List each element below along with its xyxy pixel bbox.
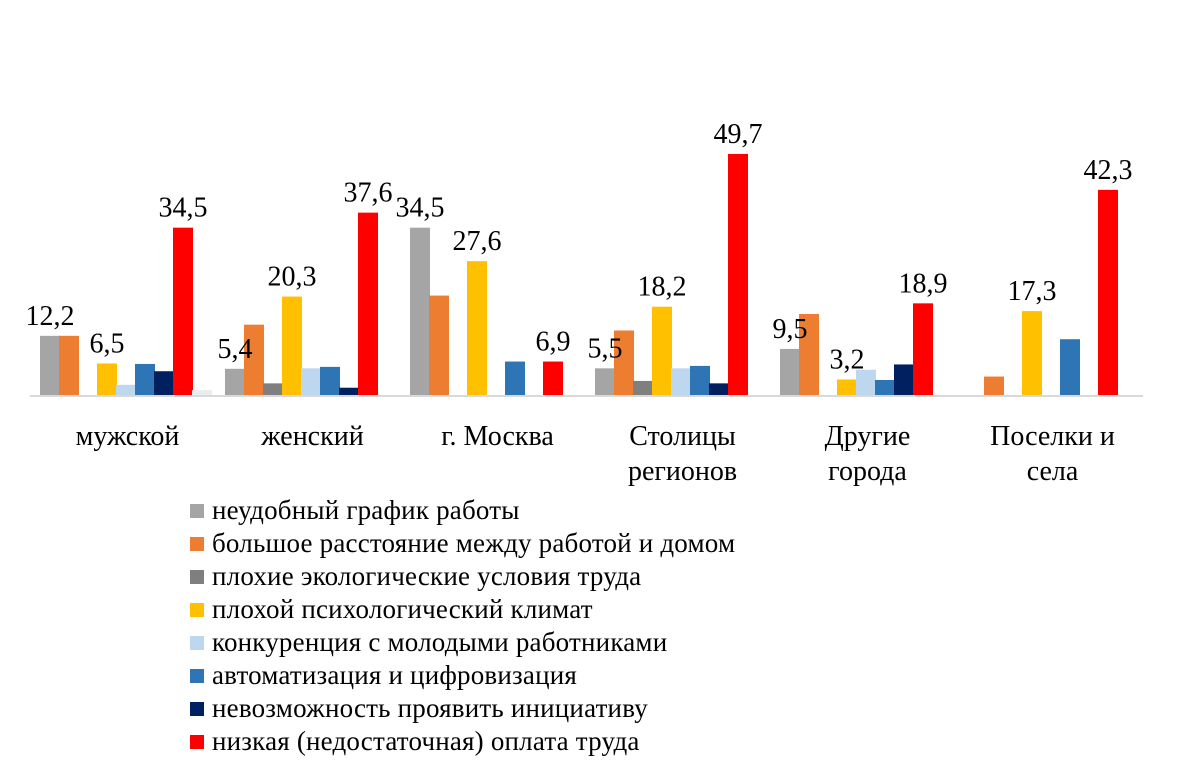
legend-swatch (190, 635, 204, 650)
category-label-line: Поселки и (990, 421, 1115, 452)
bar-3-0 (595, 368, 615, 395)
data-label-6: 34,5 (396, 193, 445, 224)
bar-0-1 (59, 335, 79, 395)
legend-swatch (190, 503, 204, 518)
bar-0-6 (154, 371, 174, 395)
category-label-2: г. Москва (441, 421, 554, 452)
bar-4-0 (780, 348, 800, 395)
data-label-7: 27,6 (453, 226, 502, 257)
data-label-0: 12,2 (26, 301, 75, 332)
data-label-12: 9,5 (773, 314, 808, 345)
data-label-13: 3,2 (830, 344, 865, 375)
data-label-11: 49,7 (714, 119, 763, 150)
category-label-line: города (828, 456, 907, 487)
bar-1-5 (320, 366, 340, 395)
bar-5-1 (984, 376, 1004, 395)
bar-1-7 (358, 212, 378, 395)
legend-item: большое расстояние между работой и домом (190, 527, 1090, 560)
bar-5-5 (1060, 339, 1080, 395)
bar-1-3 (282, 296, 302, 395)
bar-4-3 (837, 379, 857, 395)
category-label-3: Столицы регионов (628, 421, 737, 487)
category-label-line: мужской (76, 421, 180, 452)
bar-2-7 (543, 361, 563, 395)
data-label-14: 18,9 (899, 268, 948, 299)
legend-label: неудобный график работы (212, 495, 520, 525)
legend-item: низкая (недостаточная) оплата труда (190, 725, 1090, 758)
data-label-3: 5,4 (218, 334, 253, 365)
bar-1-4 (301, 368, 321, 395)
data-label-16: 42,3 (1084, 155, 1133, 186)
legend-item: плохие экологические условия труда (190, 560, 1090, 593)
bar-2-3 (467, 261, 487, 395)
legend-label: плохой психологический климат (212, 594, 593, 624)
data-label-5: 37,6 (344, 178, 393, 209)
legend-item: невозможность проявить инициативу (190, 692, 1090, 725)
legend: неудобный график работы большое расстояни… (190, 494, 1090, 758)
bar-4-1 (799, 314, 819, 395)
category-label-1: женский (260, 421, 363, 452)
bar-3-5 (690, 365, 710, 395)
bar-extra-0 (192, 390, 212, 395)
data-label-4: 20,3 (268, 262, 317, 293)
legend-swatch (190, 734, 204, 749)
category-label-line: Столицы (629, 421, 736, 452)
legend-label: низкая (недостаточная) оплата труда (212, 726, 640, 756)
bar-4-7 (913, 303, 933, 395)
category-label-line: Другие (825, 421, 911, 452)
legend-swatch (190, 668, 204, 683)
legend-label: большое расстояние между работой и домом (212, 528, 736, 558)
bar-4-5 (875, 379, 895, 395)
bar-1-1 (244, 324, 264, 395)
bar-2-1 (429, 295, 449, 395)
legend-item: плохой психологический климат (190, 593, 1090, 626)
bar-5-7 (1098, 189, 1118, 395)
legend-item: неудобный график работы (190, 494, 1090, 527)
bar-3-4 (671, 368, 691, 395)
legend-item: конкуренция с молодыми работниками (190, 626, 1090, 659)
bar-4-4 (856, 369, 876, 395)
category-label-4: Другие города (825, 421, 911, 487)
legend-label: плохие экологические условия труда (212, 561, 642, 591)
bar-3-6 (709, 383, 729, 395)
bar-0-3 (97, 363, 117, 395)
data-label-10: 18,2 (638, 272, 687, 303)
bar-0-0 (40, 335, 60, 395)
data-label-2: 34,5 (159, 193, 208, 224)
category-label-line: женский (260, 421, 363, 452)
bar-5-3 (1022, 311, 1042, 395)
bar-0-4 (116, 384, 136, 395)
legend-item: автоматизация и цифровизация (190, 659, 1090, 692)
bar-0-5 (135, 363, 155, 395)
bar-1-6 (339, 387, 359, 395)
category-label-line: г. Москва (441, 421, 554, 452)
legend-swatch (190, 569, 204, 584)
bar-chart: 12,26,534,55,420,337,6 34,527,66,9 5,518,2… (26, 119, 1143, 487)
category-label-5: Поселки и села (990, 421, 1115, 487)
bar-3-7 (728, 153, 748, 395)
data-label-15: 17,3 (1008, 276, 1057, 307)
legend-swatch (190, 536, 204, 551)
data-label-8: 6,9 (536, 327, 571, 358)
legend-label: невозможность проявить инициативу (212, 693, 648, 723)
legend-swatch (190, 602, 204, 617)
category-label-line: села (1027, 456, 1079, 487)
bar-0-7 (173, 227, 193, 395)
data-label-9: 5,5 (588, 333, 623, 364)
data-label-1: 6,5 (90, 328, 125, 359)
category-label-line: регионов (628, 456, 737, 487)
legend-label: автоматизация и цифровизация (212, 660, 577, 690)
legend-label: конкуренция с молодыми работниками (212, 627, 668, 657)
bar-3-1 (614, 330, 634, 395)
bar-2-0 (410, 227, 430, 395)
bar-4-6 (894, 364, 914, 395)
bar-1-0 (225, 368, 245, 395)
bar-1-2 (263, 383, 283, 395)
legend-swatch (190, 701, 204, 716)
bar-3-2 (633, 380, 653, 395)
bar-2-5 (505, 361, 525, 395)
bar-3-3 (652, 306, 672, 395)
category-label-0: мужской (76, 421, 180, 452)
